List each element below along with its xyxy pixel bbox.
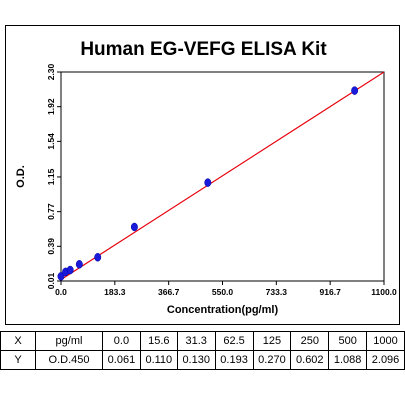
data-point	[130, 222, 138, 232]
chart-frame: Human EG-VEFG ELISA Kit 0.01 0.39 0.77 1.15…	[5, 25, 400, 325]
chart-title: Human EG-VEFG ELISA Kit	[80, 39, 327, 60]
x-tick-label: 916.7	[320, 287, 342, 297]
table-cell: 0.270	[252, 350, 292, 370]
y-tick-label: 0.77	[46, 203, 56, 220]
table-cell: 0.0	[102, 331, 141, 351]
table-cell: 1.088	[328, 350, 368, 370]
chart-svg: 0.01 0.39 0.77 1.15 1.54 1.92 2.30 0.0 183.3 366.…	[15, 63, 397, 316]
y-axis-label: O.D.	[15, 165, 27, 188]
y-tick-label: 0.01	[46, 272, 56, 289]
x-tick-label: 366.7	[158, 287, 180, 297]
table-cell: 1000	[366, 331, 405, 351]
table-cell: 0.061	[102, 350, 141, 370]
table-row: Y O.D.450 0.061 0.110 0.130 0.193 0.270 0.602 1.…	[0, 350, 405, 370]
x-tick-label: 183.3	[104, 287, 126, 297]
y-tick-label: 1.15	[46, 168, 56, 185]
x-tick-label: 0.0	[55, 287, 67, 297]
x-tick-label: 733.3	[266, 287, 288, 297]
table-cell: 500	[328, 331, 368, 351]
row-label: Y	[0, 350, 36, 370]
table-cell: 0.193	[214, 350, 254, 370]
table-cell: 2.096	[366, 350, 405, 370]
y-tick-label: 1.92	[46, 98, 56, 115]
table-cell: 0.130	[176, 350, 216, 370]
x-tick-label: 550.0	[212, 287, 234, 297]
table-cell: 250	[290, 331, 330, 351]
table-cell: 0.602	[290, 350, 330, 370]
row-unit: O.D.450	[35, 350, 103, 370]
table-cell: 15.6	[139, 331, 178, 351]
fit-line	[60, 71, 385, 281]
y-tick-label: 2.30	[46, 63, 56, 80]
table-cell: 31.3	[176, 331, 216, 351]
table-cell: 0.110	[139, 350, 178, 370]
table-cell: 62.5	[214, 331, 254, 351]
data-point	[94, 253, 102, 262]
row-label: X	[0, 331, 36, 351]
row-unit: pg/ml	[35, 331, 103, 351]
data-point	[204, 178, 212, 187]
y-tick-label: 0.39	[46, 238, 56, 255]
data-point	[351, 86, 359, 95]
table-cell: 125	[252, 331, 292, 351]
x-axis-label: Concentration(pg/ml)	[167, 304, 279, 316]
data-point	[75, 260, 83, 269]
x-tick-label: 1100.0	[371, 287, 397, 297]
y-tick-label: 1.54	[46, 133, 56, 150]
data-point	[66, 265, 74, 275]
